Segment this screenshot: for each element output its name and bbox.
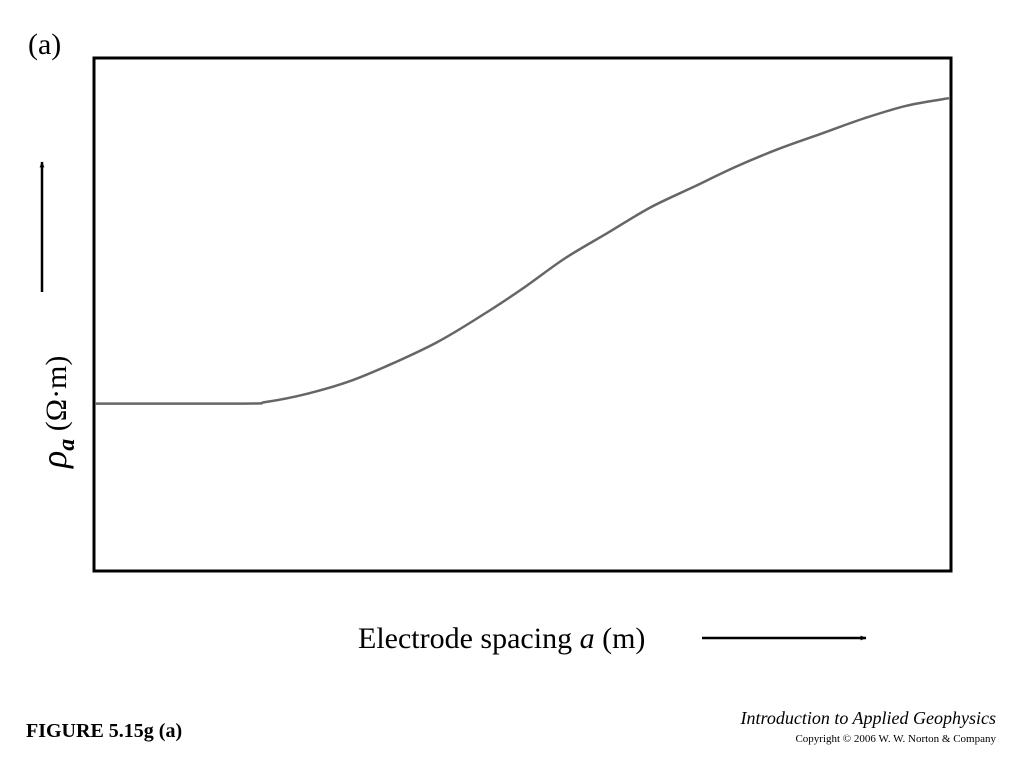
- y-axis-unit: (Ω·m): [40, 356, 73, 432]
- y-axis-gap: [40, 431, 73, 439]
- y-axis-label: ρa (Ω·m): [34, 356, 80, 469]
- x-axis-prefix: Electrode spacing: [358, 622, 580, 655]
- x-axis-label: Electrode spacing a (m): [358, 622, 645, 655]
- panel-label: (a): [28, 28, 61, 61]
- y-axis-symbol: ρ: [34, 451, 74, 469]
- copyright-notice: Copyright © 2006 W. W. Norton & Company: [795, 733, 996, 745]
- book-title: Introduction to Applied Geophysics: [740, 708, 996, 728]
- y-axis-subscript: a: [54, 439, 80, 451]
- credits: Introduction to Applied Geophysics Copyr…: [741, 708, 996, 745]
- x-axis-suffix: (m): [595, 622, 646, 655]
- figure-caption: FIGURE 5.15g (a): [26, 720, 183, 742]
- x-axis-variable: a: [580, 622, 595, 655]
- series-layer: [94, 96, 950, 405]
- resistivity-curve: [94, 96, 950, 405]
- plot-frame: [92, 56, 953, 573]
